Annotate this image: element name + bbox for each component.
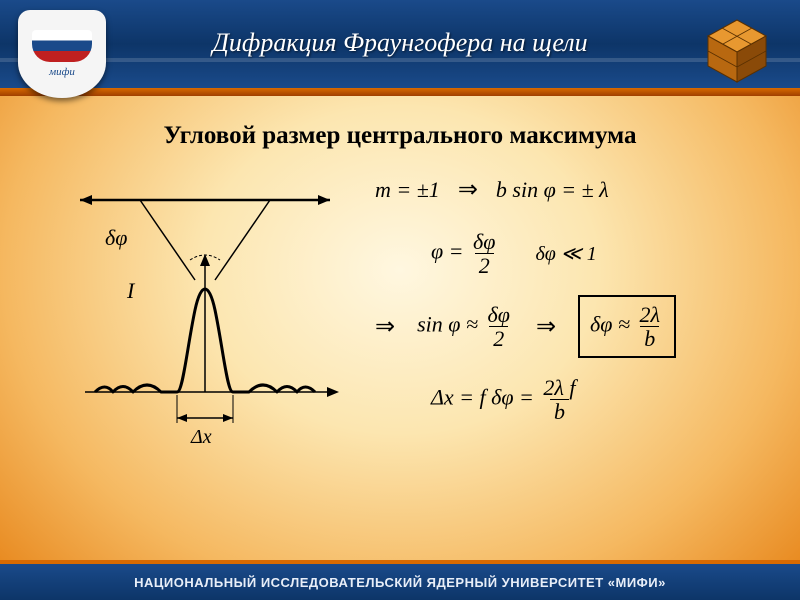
eq-row-3: ⇒ sin φ ≈ δφ 2 ⇒ δφ ≈ 2λ b: [375, 295, 780, 358]
eq3-sin: sin φ ≈ δφ 2: [417, 303, 514, 350]
label-angle: δφ: [105, 225, 127, 251]
eq1-lhs: m = ±1: [375, 177, 440, 203]
eq2-phi: φ = δφ 2: [431, 230, 499, 277]
eq-row-4: Δx = f δφ = 2λ f b: [375, 376, 780, 423]
label-width: Δx: [191, 426, 212, 449]
label-intensity: I: [127, 278, 134, 304]
slide: мифи Дифракция Фраунгофера на щели Углов…: [0, 0, 800, 600]
eq1-rhs: b sin φ = ± λ: [496, 177, 609, 203]
eq2-condition: δφ ≪ 1: [535, 241, 596, 266]
eq4: Δx = f δφ = 2λ f b: [431, 376, 580, 423]
implies-icon: ⇒: [458, 175, 478, 204]
eq-row-1: m = ±1 ⇒ b sin φ = ± λ: [375, 175, 780, 204]
logo-text: мифи: [49, 66, 75, 78]
diffraction-diagram: δφ I Δx: [55, 170, 355, 450]
equations: m = ±1 ⇒ b sin φ = ± λ φ = δφ 2 δφ ≪ 1 ⇒…: [375, 175, 780, 442]
eq3-boxed-result: δφ ≈ 2λ b: [578, 295, 676, 358]
slide-title: Дифракция Фраунгофера на щели: [0, 28, 800, 58]
implies-icon: ⇒: [536, 312, 556, 341]
implies-icon: ⇒: [375, 312, 395, 341]
eq-row-2: φ = δφ 2 δφ ≪ 1: [375, 230, 780, 277]
footer: НАЦИОНАЛЬНЫЙ ИССЛЕДОВАТЕЛЬСКИЙ ЯДЕРНЫЙ У…: [0, 560, 800, 600]
subtitle: Угловой размер центрального максимума: [0, 122, 800, 150]
